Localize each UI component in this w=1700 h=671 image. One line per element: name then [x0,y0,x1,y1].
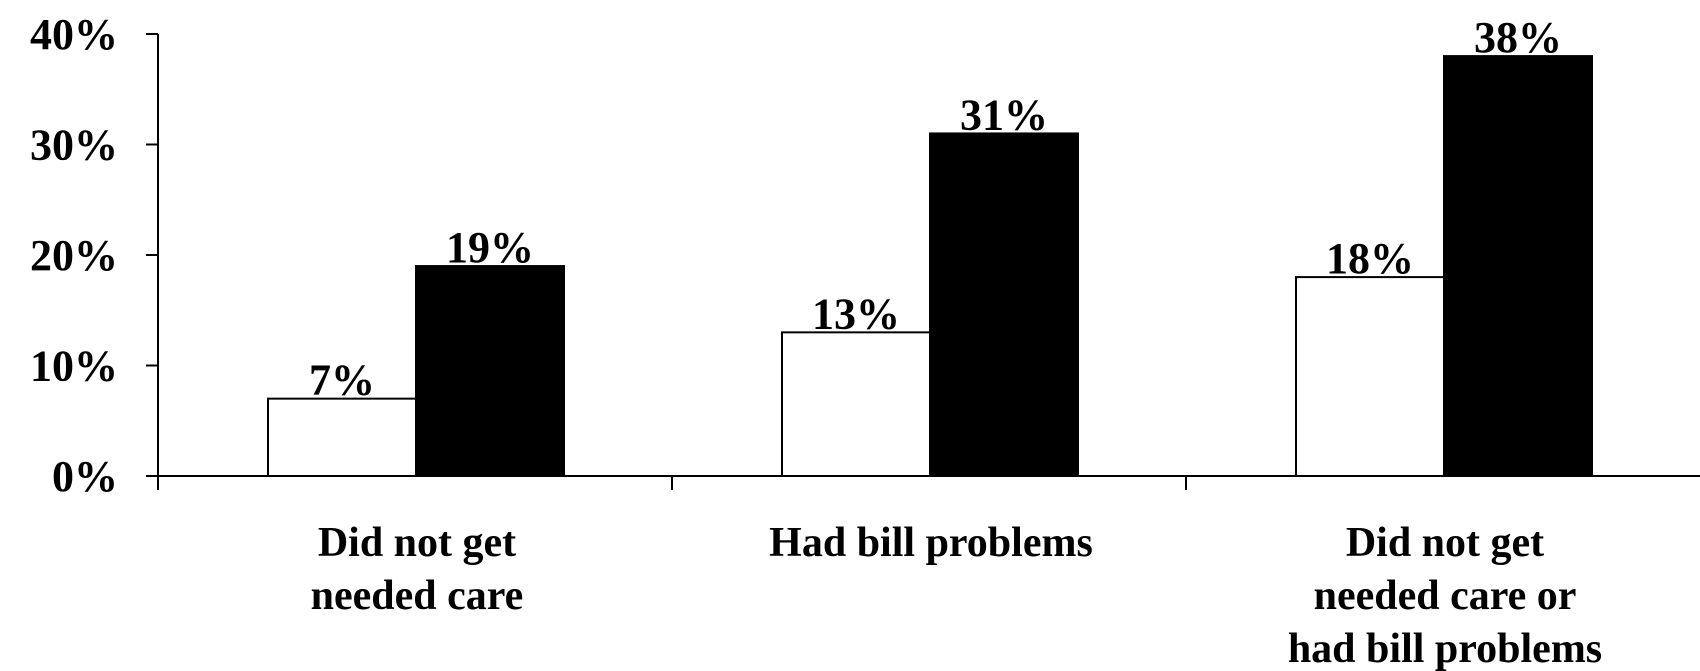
category-label: Did not get needed care or had bill proble… [1288,520,1602,671]
bar [1443,55,1593,477]
y-tick-label: 0% [52,452,118,501]
category-label-line: Did not get [318,520,516,566]
data-label: 18% [1326,234,1414,283]
category-label: Did not get needed care [311,520,524,619]
category-label-line: Had bill problems [769,520,1093,566]
category-label: Had bill problems [769,520,1093,566]
data-label: 38% [1474,13,1562,62]
category-label-line: Did not get [1346,520,1544,566]
y-axis: 0% 10% 20% 30% 40% [30,10,159,501]
data-label: 13% [812,289,900,338]
bar [415,265,565,477]
bars [267,55,1593,477]
data-label: 19% [446,223,534,272]
category-label-line: needed care or [1314,573,1577,619]
bar [781,331,931,477]
data-labels: 7% 19% 13% 31% 18% 38% [309,13,1562,405]
bar [929,132,1079,477]
y-tick-label: 30% [30,121,118,170]
bar [267,397,417,477]
y-tick-label: 20% [30,231,118,280]
category-label-line: needed care [311,573,524,619]
x-axis [157,475,1700,490]
y-tick-label: 10% [30,342,118,391]
data-label: 31% [960,90,1048,139]
category-labels: Did not get needed care Had bill problems D… [311,520,1603,671]
data-label: 7% [309,356,375,405]
bar [1295,276,1445,477]
category-label-line: had bill problems [1288,626,1602,671]
y-tick-label: 40% [30,10,118,59]
